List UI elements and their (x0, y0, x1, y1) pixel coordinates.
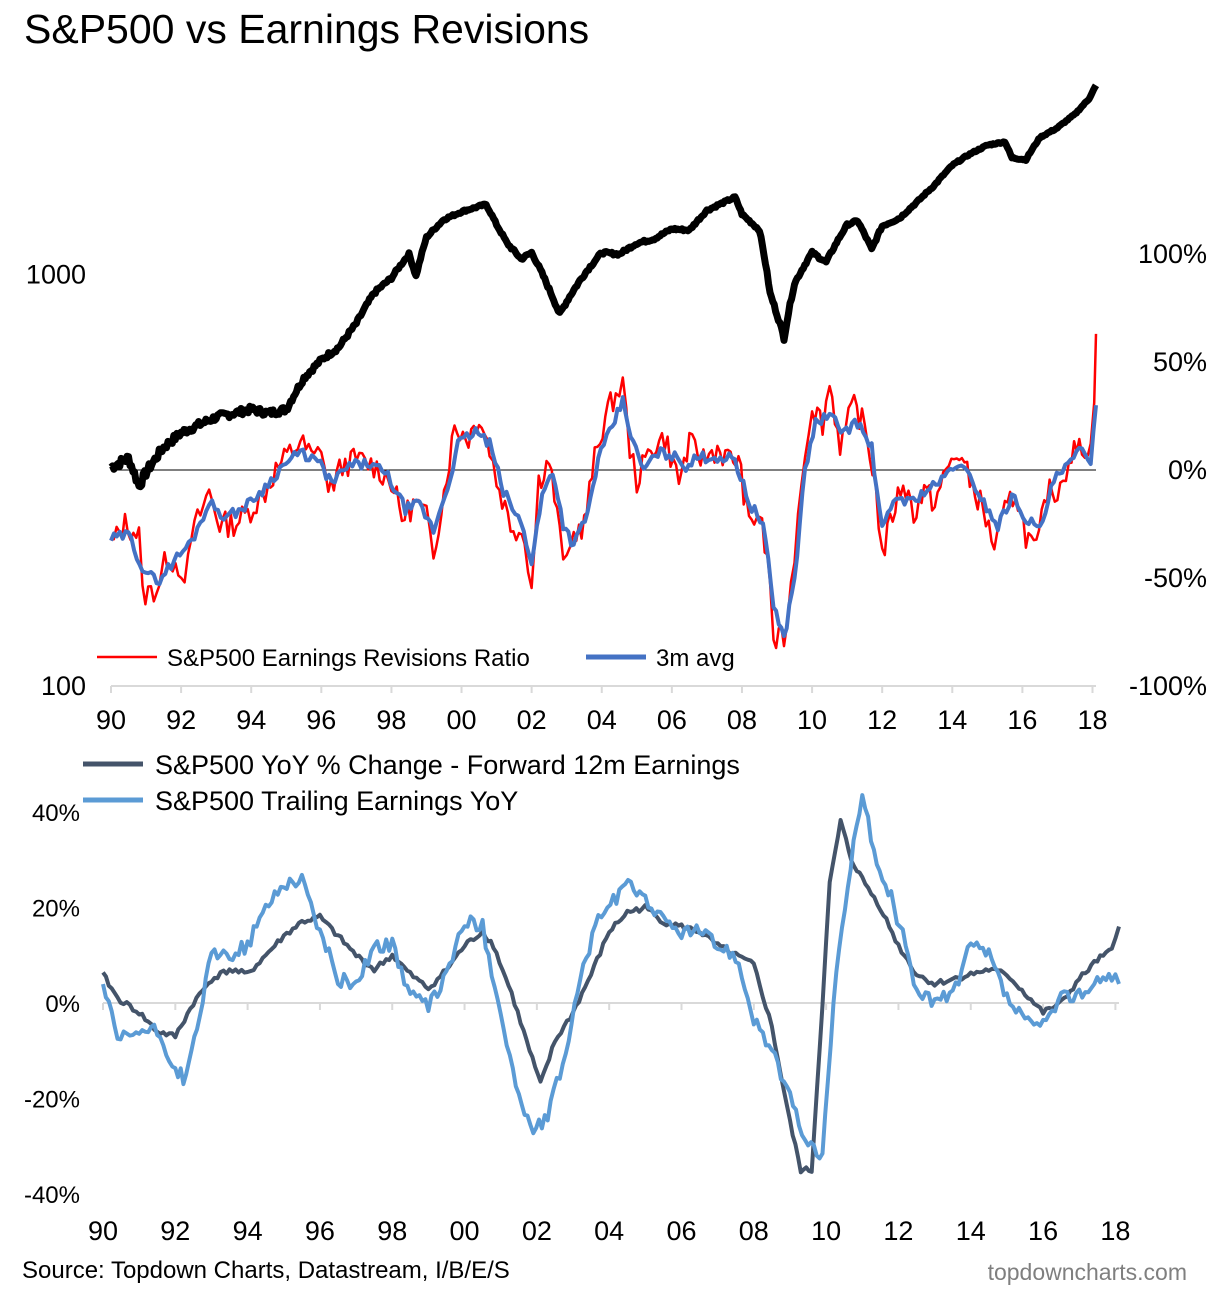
top-chart-axes: 90 92 94 96 98 00 02 04 06 08 10 12 14 16 18 1000 100 100… (26, 239, 1207, 735)
bottom-x-tick-label: 10 (811, 1216, 841, 1246)
top-x-tick-label: 90 (96, 705, 126, 735)
top-x-tick-label: 92 (166, 705, 196, 735)
top-x-tick-label: 00 (447, 705, 477, 735)
bottom-x-tick-label: 94 (233, 1216, 263, 1246)
top-right-tick-label: -100% (1129, 671, 1207, 701)
top-right-tick-label: 50% (1153, 347, 1207, 377)
bottom-x-tick-label: 08 (739, 1216, 769, 1246)
top-right-tick-label: 100% (1138, 239, 1207, 269)
bottom-x-tick-label: 06 (666, 1216, 696, 1246)
top-right-tick-label: 0% (1168, 455, 1207, 485)
top-x-tick-label: 04 (587, 705, 617, 735)
revisions-3m-avg-line (109, 395, 1098, 639)
bottom-x-tick-label: 98 (377, 1216, 407, 1246)
top-x-tick-label: 08 (727, 705, 757, 735)
bottom-y-tick-label: 0% (45, 991, 80, 1018)
legend-trailing-label: S&P500 Trailing Earnings YoY (155, 786, 518, 816)
bottom-chart-legend: S&P500 YoY % Change - Forward 12m Earnin… (83, 750, 740, 816)
bottom-y-tick-label: -40% (24, 1182, 80, 1209)
top-x-tick-label: 02 (517, 705, 547, 735)
bottom-chart-series (101, 793, 1121, 1175)
source-note: Source: Topdown Charts, Datastream, I/B/… (22, 1257, 510, 1284)
top-chart-legend: S&P500 Earnings Revisions Ratio 3m avg (97, 645, 735, 672)
top-left-tick-label: 100 (41, 671, 86, 701)
top-x-tick-label: 18 (1077, 705, 1107, 735)
bottom-x-tick-label: 00 (450, 1216, 480, 1246)
bottom-y-tick-label: 20% (32, 896, 80, 923)
bottom-chart-axes: 90 92 94 96 98 00 02 04 06 08 10 12 14 16 18 40% 20% 0% -2… (24, 800, 1130, 1246)
bottom-x-tick-label: 96 (305, 1216, 335, 1246)
legend-avg-label: 3m avg (656, 645, 735, 672)
bottom-x-tick-label: 12 (883, 1216, 913, 1246)
top-x-tick-label: 96 (306, 705, 336, 735)
bottom-x-tick-label: 14 (956, 1216, 986, 1246)
revisions-ratio-line (110, 333, 1098, 650)
trailing-earnings-yoy-line (101, 793, 1121, 1161)
bottom-x-tick-label: 90 (88, 1216, 118, 1246)
forward-earnings-yoy-line (101, 818, 1121, 1175)
bottom-x-tick-label: 02 (522, 1216, 552, 1246)
bottom-x-tick-label: 04 (594, 1216, 624, 1246)
brand-watermark: topdowncharts.com (987, 1259, 1187, 1285)
top-x-tick-label: 16 (1007, 705, 1037, 735)
chart-title: S&P500 vs Earnings Revisions (24, 6, 590, 52)
bottom-x-tick-label: 16 (1028, 1216, 1058, 1246)
bottom-x-tick-label: 92 (160, 1216, 190, 1246)
top-x-tick-label: 14 (937, 705, 967, 735)
bottom-x-tick-label: 18 (1100, 1216, 1130, 1246)
top-x-tick-label: 12 (867, 705, 897, 735)
legend-ratio-label: S&P500 Earnings Revisions Ratio (167, 645, 530, 672)
top-left-tick-label: 1000 (26, 259, 86, 289)
top-chart-series (108, 83, 1100, 650)
top-x-tick-label: 98 (376, 705, 406, 735)
top-x-tick-label: 10 (797, 705, 827, 735)
bottom-y-tick-label: 40% (32, 800, 80, 827)
top-x-tick-label: 06 (657, 705, 687, 735)
top-right-tick-label: -50% (1144, 563, 1207, 593)
sp500-line (108, 83, 1100, 491)
legend-forward-label: S&P500 YoY % Change - Forward 12m Earnin… (155, 750, 740, 780)
bottom-y-tick-label: -20% (24, 1087, 80, 1114)
top-x-tick-label: 94 (236, 705, 266, 735)
